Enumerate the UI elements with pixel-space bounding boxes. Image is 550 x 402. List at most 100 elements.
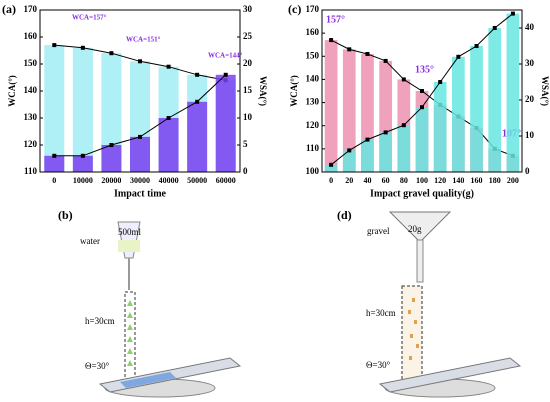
bar xyxy=(324,164,338,172)
y-tick-label: 110 xyxy=(24,166,38,176)
panel-label: (d) xyxy=(337,208,352,222)
x-tick-label: 20000 xyxy=(101,176,121,185)
marker xyxy=(138,59,142,64)
panel-label: (a) xyxy=(2,2,16,16)
bar xyxy=(158,118,179,172)
y2-tick-label: 0 xyxy=(243,166,248,176)
marker xyxy=(383,58,388,63)
y-tick-label: 160 xyxy=(306,27,320,37)
marker xyxy=(365,137,370,142)
label: 20g xyxy=(408,224,422,234)
label: Θ=30° xyxy=(366,360,391,370)
bar xyxy=(379,132,392,172)
diagram-d: (d) gravel 20g h=30cm Θ=30° xyxy=(337,208,522,398)
y2-tick-label: 10 xyxy=(243,112,253,122)
marker xyxy=(347,148,352,153)
bar xyxy=(488,28,502,172)
y-tick-label: 140 xyxy=(306,73,320,83)
bar xyxy=(452,56,465,172)
marker xyxy=(474,44,479,48)
y-tick-label: 100 xyxy=(306,166,320,176)
x-tick-label: 60000 xyxy=(216,176,236,185)
marker xyxy=(166,116,171,120)
bar xyxy=(506,13,520,172)
bar xyxy=(130,136,150,172)
x-tick-label: 0 xyxy=(52,176,56,185)
x-tick-label: 160 xyxy=(471,176,483,185)
drops xyxy=(127,300,133,366)
marker xyxy=(195,72,200,77)
marker xyxy=(492,26,497,30)
x-tick-label: 20 xyxy=(345,176,353,185)
bar xyxy=(470,46,483,172)
y-tick-label: 160 xyxy=(24,31,38,41)
annotation: 157° xyxy=(326,14,345,25)
y2-tick-label: 25 xyxy=(243,31,253,41)
marker xyxy=(365,51,370,56)
marker xyxy=(80,45,85,50)
y-tick-label: 110 xyxy=(306,143,320,153)
y2-tick-label: 40 xyxy=(525,22,535,32)
marker xyxy=(401,123,406,128)
x-tick-label: 100 xyxy=(416,176,428,185)
y2-tick-label: 15 xyxy=(243,85,253,95)
x-tick-label: 80 xyxy=(400,176,408,185)
y-tick-label: 170 xyxy=(306,4,320,14)
marker xyxy=(223,72,228,77)
x-axis-label: Impact gravel quality(g) xyxy=(370,188,474,199)
label: gravel xyxy=(367,226,390,236)
y2-axis-label: WSA(°) xyxy=(258,76,268,106)
x-tick-label: 50000 xyxy=(187,176,207,185)
x-tick-label: 0 xyxy=(329,176,333,185)
marker xyxy=(109,51,114,56)
x-tick-label: 30000 xyxy=(130,176,150,185)
pipe xyxy=(416,239,424,283)
y-tick-label: 120 xyxy=(306,120,320,130)
marker xyxy=(329,38,334,43)
annotation: WCA=157° xyxy=(72,14,107,22)
bar xyxy=(342,49,356,172)
x-tick-label: 60 xyxy=(382,176,390,185)
marker xyxy=(109,143,114,147)
marker xyxy=(329,162,334,167)
bar xyxy=(324,40,338,173)
marker xyxy=(420,89,424,93)
plate xyxy=(378,357,522,393)
label: water xyxy=(80,236,100,246)
bar xyxy=(187,101,208,172)
bar xyxy=(101,53,122,173)
marker xyxy=(347,47,352,52)
label: h=30cm xyxy=(366,308,396,318)
x-tick-label: 140 xyxy=(452,176,464,185)
y2-tick-label: 30 xyxy=(525,58,535,68)
water xyxy=(118,240,140,252)
gravel xyxy=(408,298,419,360)
bar xyxy=(433,82,447,172)
y-tick-label: 130 xyxy=(24,112,38,122)
y-tick-label: 130 xyxy=(306,97,320,107)
bar xyxy=(44,45,65,172)
label: h=30cm xyxy=(85,316,115,326)
bar xyxy=(397,125,411,172)
marker xyxy=(195,99,200,104)
diagram-b: (b) water 500ml h=30cm Θ=30° xyxy=(58,208,242,398)
bar xyxy=(72,155,93,172)
plot-frame xyxy=(321,9,523,173)
y-tick-label: 150 xyxy=(306,50,320,60)
y2-tick-label: 10 xyxy=(525,130,535,140)
sample xyxy=(120,372,176,388)
panel-label: (c) xyxy=(288,2,301,16)
marker xyxy=(510,11,515,16)
x-tick-label: 40 xyxy=(363,176,371,185)
y2-tick-label: 30 xyxy=(243,4,253,14)
y2-tick-label: 20 xyxy=(243,58,253,68)
y-axis-label: WCA(°) xyxy=(7,75,17,107)
marker xyxy=(52,43,57,48)
y-axis-label: WCA(°) xyxy=(289,75,299,107)
marker xyxy=(138,134,142,139)
label: Θ=30° xyxy=(85,361,110,371)
marker xyxy=(438,80,443,84)
bar xyxy=(215,74,236,172)
marker xyxy=(166,64,171,69)
